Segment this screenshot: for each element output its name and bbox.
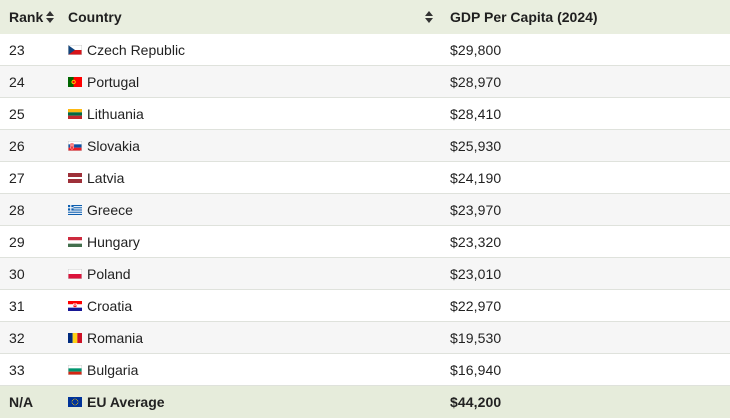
- gdp-cell: $23,010: [450, 265, 502, 282]
- gdp-cell: $19,530: [450, 329, 502, 346]
- slovakia-flag-icon: [68, 140, 82, 151]
- rank-cell: 23: [9, 41, 25, 58]
- rank-cell: 25: [9, 105, 25, 122]
- rank-cell: 31: [9, 297, 25, 314]
- bulgaria-flag-icon: [68, 364, 82, 375]
- rank-cell: 32: [9, 329, 25, 346]
- sort-icon[interactable]: [425, 11, 433, 23]
- rank-cell: N/A: [9, 394, 34, 410]
- country-cell: Greece: [87, 201, 133, 218]
- eu-average-row: N/A EU Average $44,200: [0, 386, 730, 418]
- country-cell: Poland: [87, 265, 131, 282]
- country-cell: Czech Republic: [87, 41, 186, 58]
- country-cell: Croatia: [87, 297, 133, 314]
- table-row: 27 Latvia $24,190: [0, 162, 730, 194]
- rank-cell: 26: [9, 137, 25, 154]
- eu-flag-icon: [68, 397, 82, 407]
- rank-cell: 33: [9, 361, 25, 378]
- croatia-flag-icon: [68, 300, 82, 311]
- country-cell: Lithuania: [87, 105, 144, 122]
- table-row: 32 Romania $19,530: [0, 322, 730, 354]
- table-row: 28 Greece $23,970: [0, 194, 730, 226]
- table-row: 23 Czech Republic $29,800: [0, 34, 730, 66]
- gdp-cell: $23,970: [450, 201, 502, 218]
- gdp-cell: $22,970: [450, 297, 502, 314]
- rank-cell: 30: [9, 265, 25, 282]
- portugal-flag-icon: [68, 76, 82, 87]
- rank-column-header[interactable]: Rank: [0, 9, 59, 25]
- country-column-header[interactable]: Country: [59, 9, 441, 25]
- country-cell: Latvia: [87, 169, 125, 186]
- table-row: 25 Lithuania $28,410: [0, 98, 730, 130]
- gdp-cell: $24,190: [450, 169, 502, 186]
- gdp-cell: $29,800: [450, 41, 502, 58]
- romania-flag-icon: [68, 332, 82, 343]
- country-cell: Bulgaria: [87, 361, 139, 378]
- rank-cell: 28: [9, 201, 25, 218]
- lithuania-flag-icon: [68, 108, 82, 119]
- latvia-flag-icon: [68, 172, 82, 183]
- gdp-cell: $16,940: [450, 361, 502, 378]
- rank-cell: 27: [9, 169, 25, 186]
- czech-flag-icon: [68, 44, 82, 55]
- country-cell: Slovakia: [87, 137, 140, 154]
- country-cell: Portugal: [87, 73, 140, 90]
- table-row: 31 Croatia $22,970: [0, 290, 730, 322]
- table-row: 33 Bulgaria $16,940: [0, 354, 730, 386]
- gdp-cell: $28,970: [450, 73, 502, 90]
- hungary-flag-icon: [68, 236, 82, 247]
- table-row: 24 Portugal $28,970: [0, 66, 730, 98]
- rank-cell: 24: [9, 73, 25, 90]
- poland-flag-icon: [68, 268, 82, 279]
- gdp-column-header[interactable]: GDP Per Capita (2024): [441, 9, 730, 25]
- gdp-cell: $44,200: [450, 394, 502, 410]
- gdp-cell: $25,930: [450, 137, 502, 154]
- country-cell: EU Average: [87, 394, 165, 410]
- table-row: 30 Poland $23,010: [0, 258, 730, 290]
- sort-icon[interactable]: [46, 11, 55, 23]
- gdp-cell: $23,320: [450, 233, 502, 250]
- country-cell: Hungary: [87, 233, 140, 250]
- rank-cell: 29: [9, 233, 25, 250]
- greece-flag-icon: [68, 204, 82, 215]
- table-row: 29 Hungary $23,320: [0, 226, 730, 258]
- country-header-label: Country: [68, 9, 122, 25]
- gdp-cell: $28,410: [450, 105, 502, 122]
- gdp-header-label: GDP Per Capita (2024): [450, 9, 598, 25]
- table-row: 26 Slovakia $25,930: [0, 130, 730, 162]
- rank-header-label: Rank: [9, 9, 44, 25]
- country-cell: Romania: [87, 329, 144, 346]
- table-header: Rank Country GDP Per Capita (2024): [0, 0, 730, 34]
